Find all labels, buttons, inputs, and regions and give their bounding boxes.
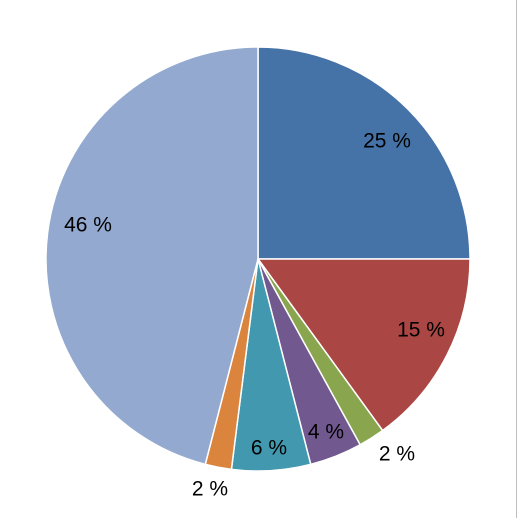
pie-slice-7 <box>45 46 259 466</box>
slice-label-5: 6 % <box>251 437 287 460</box>
slice-label-4: 4 % <box>308 421 344 444</box>
pie-slices <box>45 46 471 472</box>
pie-slice-2 <box>256 258 471 432</box>
slice-label-6: 2 % <box>192 478 228 501</box>
pie-slice-1 <box>257 46 471 260</box>
slice-label-3: 2 % <box>379 443 415 466</box>
slice-label-7: 46 % <box>64 214 112 237</box>
pie-labels: 25 % 15 % 2 % 4 % 6 % 2 % 46 % <box>64 130 445 501</box>
slice-label-2: 15 % <box>397 319 445 342</box>
slice-label-1: 25 % <box>363 130 411 153</box>
